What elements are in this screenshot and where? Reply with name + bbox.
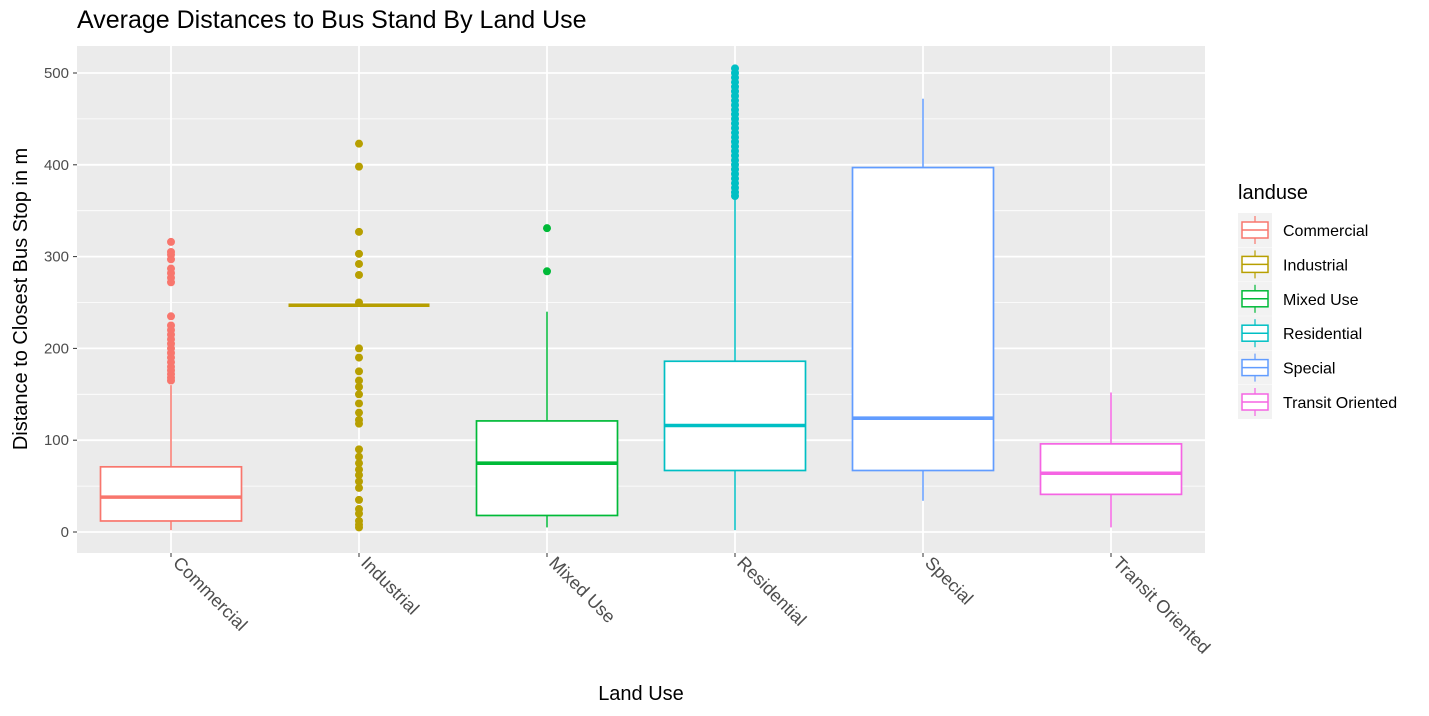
outlier-point [355, 416, 363, 425]
outlier-point [355, 483, 363, 492]
legend-title: landuse [1238, 182, 1308, 204]
x-tick-label: Commercial [169, 553, 251, 635]
y-tick-label: 100 [44, 432, 69, 449]
outlier-point [355, 516, 363, 525]
x-tick-label: Industrial [357, 553, 423, 619]
box-special [851, 98, 995, 501]
outlier-point [355, 227, 363, 236]
outlier-point [355, 452, 363, 461]
outlier-point [355, 353, 363, 362]
outlier-point [355, 259, 363, 268]
legend-item-transit-oriented: Transit Oriented [1238, 385, 1397, 419]
outlier-point [355, 471, 363, 480]
legend-item-residential: Residential [1238, 316, 1362, 351]
outlier-point [543, 267, 551, 276]
outlier-point [355, 344, 363, 353]
boxes-layer [99, 64, 1183, 532]
outlier-point [355, 465, 363, 474]
outlier-point [355, 477, 363, 486]
box-iqr [851, 166, 995, 472]
y-tick-label: 500 [44, 65, 69, 82]
outlier-point [167, 248, 175, 257]
y-axis: 0 100 200 300 400 500 [44, 65, 77, 541]
box-iqr [475, 420, 619, 517]
y-axis-title: Distance to Closest Bus Stop in m [10, 148, 32, 450]
legend-item-commercial: Commercial [1238, 213, 1368, 247]
outlier-point [355, 445, 363, 454]
legend-label: Transit Oriented [1283, 395, 1397, 412]
box-industrial [288, 139, 430, 532]
outlier-point [355, 162, 363, 171]
outlier-point [355, 298, 363, 307]
x-axis-title: Land Use [598, 683, 684, 705]
outlier-point [355, 390, 363, 399]
y-tick-label: 200 [44, 340, 69, 357]
legend: landuse Commercial Industrial Mixed Use Res… [1238, 182, 1397, 419]
box-iqr [663, 360, 807, 472]
legend-label: Mixed Use [1283, 292, 1359, 309]
box-commercial [99, 237, 243, 531]
outlier-point [355, 505, 363, 514]
y-tick-label: 0 [61, 524, 69, 541]
x-tick-label: Special [921, 553, 977, 609]
y-tick-label: 400 [44, 157, 69, 174]
plot-panel [77, 46, 1205, 553]
outlier-point [355, 408, 363, 417]
outlier-point [731, 64, 739, 73]
outlier-point [355, 459, 363, 468]
outlier-point [355, 399, 363, 408]
box-residential [663, 64, 807, 531]
x-axis: Commercial Industrial Mixed Use Residential… [169, 553, 1214, 658]
box-mixed-use [475, 224, 619, 528]
chart-title: Average Distances to Bus Stand By Land U… [77, 6, 587, 34]
outlier-point [543, 224, 551, 233]
legend-item-special: Special [1238, 350, 1335, 385]
x-tick-label: Mixed Use [545, 553, 619, 627]
box-iqr [99, 465, 243, 522]
outlier-point [355, 495, 363, 504]
outlier-point [355, 249, 363, 258]
outlier-point [167, 264, 175, 273]
outlier-point [355, 139, 363, 148]
box-iqr [1039, 443, 1183, 496]
legend-item-mixed-use: Mixed Use [1238, 281, 1359, 316]
outlier-point [355, 376, 363, 385]
outlier-point [167, 237, 175, 246]
outlier-point [355, 367, 363, 376]
legend-label: Commercial [1283, 223, 1368, 240]
legend-label: Industrial [1283, 257, 1348, 274]
x-tick-label: Residential [733, 553, 810, 630]
outlier-point [167, 312, 175, 321]
y-tick-label: 300 [44, 249, 69, 266]
outlier-point [167, 321, 175, 330]
legend-item-industrial: Industrial [1238, 247, 1348, 282]
legend-label: Special [1283, 361, 1335, 378]
outlier-point [355, 270, 363, 279]
outlier-point [355, 382, 363, 391]
legend-label: Residential [1283, 326, 1362, 343]
box-transit-oriented [1039, 392, 1183, 528]
x-tick-label: Transit Oriented [1109, 553, 1214, 658]
